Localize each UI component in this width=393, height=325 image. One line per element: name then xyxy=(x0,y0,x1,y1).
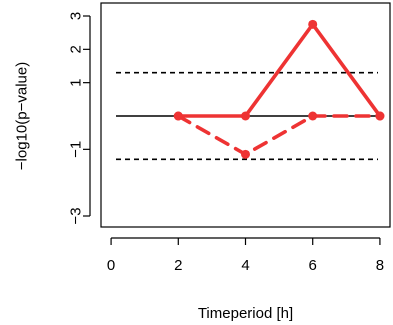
x-axis-title: Timeperiod [h] xyxy=(198,305,293,322)
data-point-1-2 xyxy=(241,111,250,121)
x-tick-label: 8 xyxy=(376,257,384,274)
axes: 0 2 4 6 8 −3 −1 1 2 3 xyxy=(68,12,385,274)
y-tick-label: 3 xyxy=(68,12,85,20)
x-tick-label: 4 xyxy=(241,257,249,274)
data-point-2-2 xyxy=(241,149,250,159)
plot-box xyxy=(100,2,391,228)
x-tick-label: 6 xyxy=(309,257,317,274)
series-line-2 xyxy=(176,114,382,157)
x-tick-label: 2 xyxy=(174,257,182,274)
y-tick-label: −3 xyxy=(68,207,85,224)
data-point-2-4 xyxy=(375,111,385,121)
x-tick-label: 0 xyxy=(107,257,115,274)
data-point-1-3 xyxy=(308,19,318,29)
series-layer xyxy=(173,19,385,159)
plot-area xyxy=(100,2,391,228)
data-point-2-1 xyxy=(173,111,183,121)
y-tick-label: 2 xyxy=(68,45,85,53)
y-tick-label: −1 xyxy=(68,141,85,158)
y-axis-title: −log10(p−value) xyxy=(14,62,31,170)
y-tick-label: 1 xyxy=(68,78,85,86)
series-line-1 xyxy=(176,22,382,118)
data-point-2-3 xyxy=(308,111,318,121)
